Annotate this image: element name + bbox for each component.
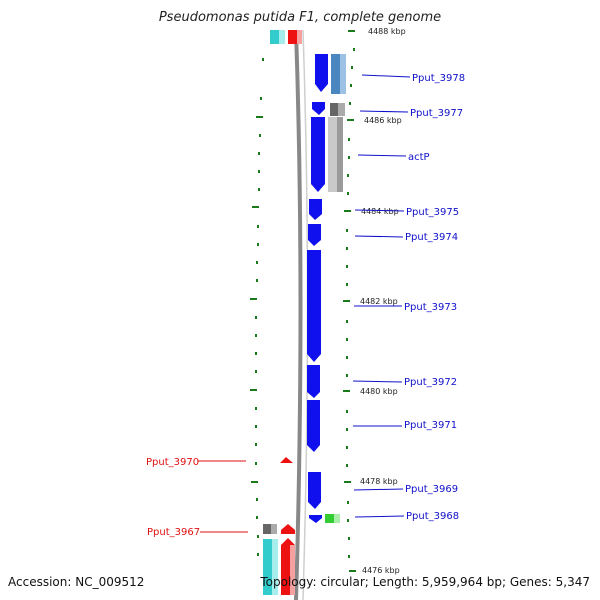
left-tick-column — [250, 58, 264, 556]
genome-backbone — [294, 29, 303, 600]
annot-green-3968 — [325, 514, 340, 523]
gene-label-pput-3973[interactable]: Pput_3973 — [404, 302, 457, 313]
gene-label-pput-3977[interactable]: Pput_3977 — [410, 108, 463, 119]
forward-leader-lines — [352, 74, 411, 518]
ruler-label: 4488 kbp — [368, 27, 406, 36]
ruler-label: 4482 kbp — [360, 297, 398, 306]
gene-label-pput-3970[interactable]: Pput_3970 — [146, 457, 199, 468]
ruler-label: 4486 kbp — [364, 116, 402, 125]
right-tick-column — [343, 30, 356, 572]
gene-pput-3967[interactable] — [281, 524, 295, 534]
gene-pput-3978[interactable] — [315, 54, 328, 92]
ruler-label: 4478 kbp — [360, 477, 398, 486]
gene-pput-3977[interactable] — [312, 102, 325, 115]
gene-pput-3972[interactable] — [307, 365, 320, 398]
annot-grey-3967-shade — [271, 524, 277, 534]
ruler-label: 4484 kbp — [361, 207, 399, 216]
gene-pput-3969[interactable] — [308, 472, 321, 509]
gene-pput-3968[interactable] — [309, 515, 322, 523]
gene-label-pput-3968[interactable]: Pput_3968 — [406, 511, 459, 522]
gene-label-pput-3972[interactable]: Pput_3972 — [404, 377, 457, 388]
ruler-label: 4480 kbp — [360, 387, 398, 396]
gene-label-pput-3978[interactable]: Pput_3978 — [412, 73, 465, 84]
annot-grey-3977-shade — [338, 103, 345, 116]
annot-steel-3978-shade — [340, 54, 346, 94]
annot-cyan-bottom-shade — [272, 539, 278, 595]
gene-pput-3975[interactable] — [309, 199, 322, 220]
gene-label-pput-3971[interactable]: Pput_3971 — [404, 420, 457, 431]
gene-label-pput-3967[interactable]: Pput_3967 — [147, 527, 200, 538]
gene-label-pput-3974[interactable]: Pput_3974 — [405, 232, 458, 243]
ruler-label: 4476 kbp — [362, 566, 400, 575]
gene-pput-3971[interactable] — [307, 400, 320, 452]
gene-actp[interactable] — [311, 117, 325, 192]
gene-label-pput-3969[interactable]: Pput_3969 — [405, 484, 458, 495]
reverse-gene-top-shade — [297, 30, 302, 44]
topology-label: Topology: circular; Length: 5,959,964 bp… — [260, 575, 590, 589]
accession-label: Accession: NC_009512 — [8, 575, 145, 589]
annot-green-3968-shade — [334, 514, 340, 523]
annot-grey-actp-shade — [337, 117, 343, 192]
gene-pput-3974[interactable] — [308, 224, 321, 246]
gene-label-pput-3975[interactable]: Pput_3975 — [406, 207, 459, 218]
reverse-leader-lines — [198, 460, 248, 533]
genome-backbone-inner — [302, 29, 309, 600]
gene-label-actp[interactable]: actP — [408, 152, 430, 163]
map-title: Pseudomonas putida F1, complete genome — [158, 10, 442, 25]
gene-pput-3973[interactable] — [307, 250, 321, 362]
annot-grey-3967 — [263, 524, 277, 534]
reverse-track-cyan-shade — [279, 30, 285, 44]
gene-reverse-bottom-shade — [290, 545, 295, 595]
gene-pput-3970[interactable] — [280, 457, 293, 463]
